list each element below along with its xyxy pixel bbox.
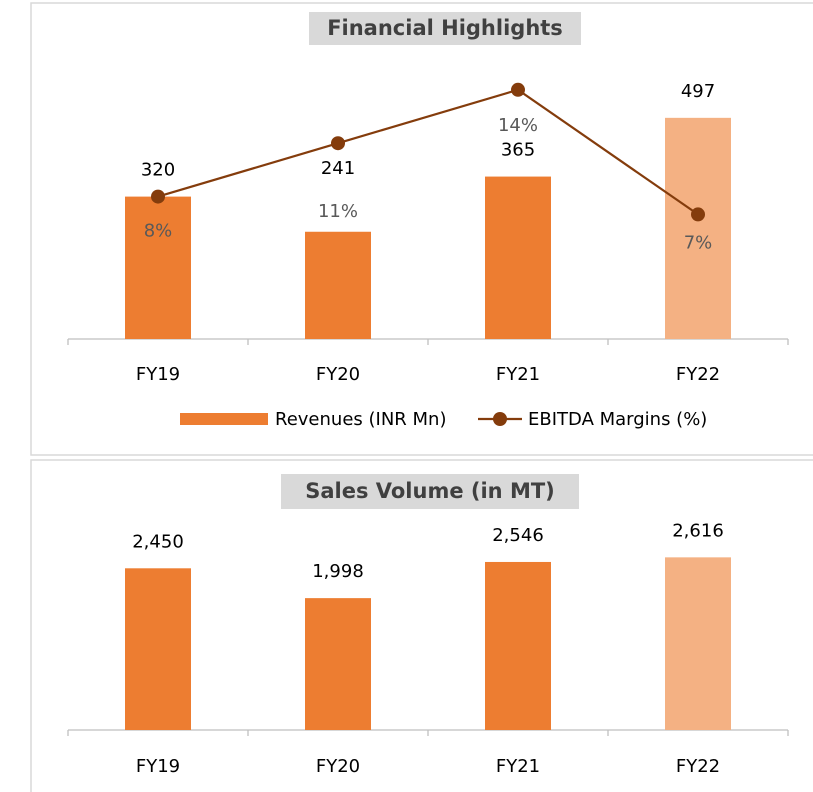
line — [157, 88, 699, 216]
x-tick-label: FY22 — [676, 364, 720, 385]
data-label: 241 — [321, 158, 355, 179]
bar — [305, 598, 371, 730]
title-box — [281, 474, 579, 509]
legend-marker — [493, 412, 507, 426]
data-label: 11% — [318, 201, 358, 222]
chart-title: Financial Highlights — [327, 16, 563, 40]
bar — [305, 231, 371, 339]
x-tick-label: FY19 — [136, 364, 180, 385]
x-tick-label: FY20 — [316, 756, 360, 777]
panel — [30, 2, 813, 456]
legend-swatch — [180, 413, 268, 425]
bar — [665, 557, 731, 730]
x-tick-label: FY22 — [676, 756, 720, 777]
line-marker — [331, 136, 345, 151]
x-tick-label: FY19 — [136, 756, 180, 777]
bar — [485, 561, 551, 730]
x-tick-label: FY21 — [496, 364, 540, 385]
bar — [485, 176, 551, 339]
data-label: 1,998 — [312, 561, 364, 582]
panel — [30, 459, 813, 792]
data-label: 2,450 — [132, 531, 184, 552]
data-label: 320 — [141, 160, 175, 181]
title-box — [309, 12, 581, 45]
line-marker — [691, 207, 705, 222]
data-label: 2,546 — [492, 525, 544, 546]
x-tick-label: FY20 — [316, 364, 360, 385]
x-tick-label: FY21 — [496, 756, 540, 777]
bar — [125, 568, 191, 730]
data-label: 2,616 — [672, 520, 724, 541]
line-marker — [151, 189, 165, 204]
legend-label: Revenues (INR Mn) — [275, 409, 446, 430]
data-label: 8% — [144, 221, 173, 242]
bar — [665, 117, 731, 340]
legend-label: EBITDA Margins (%) — [528, 409, 707, 430]
chart-title: Sales Volume (in MT) — [305, 479, 555, 503]
line-marker — [511, 82, 525, 97]
data-label: 7% — [684, 232, 713, 253]
data-label: 14% — [498, 115, 538, 136]
data-label: 365 — [501, 140, 535, 161]
data-label: 497 — [681, 81, 715, 102]
bar — [125, 196, 191, 339]
